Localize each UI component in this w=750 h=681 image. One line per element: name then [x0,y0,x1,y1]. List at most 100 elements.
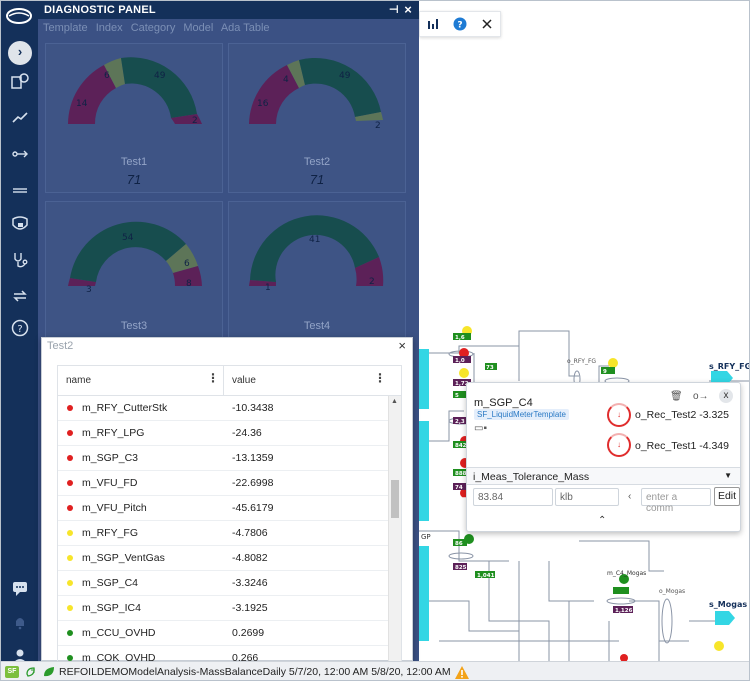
row-name: m_RFY_LPG [82,427,145,439]
gauge-segment-label: 1 [265,283,271,293]
value-tag[interactable]: 1,0 [455,358,465,364]
row-value: -24.36 [232,427,262,439]
tab-model[interactable]: Model [183,22,214,34]
models-settings-icon[interactable] [9,71,31,93]
value-tag[interactable]: 1,041 [477,573,495,579]
value-tag[interactable]: 1,72 [455,381,469,387]
table-row[interactable]: m_RFY_CutterStk -10.3438 [58,396,388,421]
row-value: -10.3438 [232,402,274,414]
gauge-segment-label: 2 [369,277,375,287]
help-circle-icon[interactable]: ? [9,317,31,339]
edit-button[interactable]: Edit [714,487,740,506]
value-tag[interactable]: 2,3 [455,419,465,425]
gauge-segment-label: 41 [309,235,320,245]
warning-icon[interactable] [454,665,469,679]
close-canvas-button[interactable] [478,15,496,33]
row-name: m_SGP_VentGas [82,552,165,564]
table-row[interactable]: m_CCU_OVHD 0.2699 [58,621,388,646]
table-row[interactable]: m_SGP_C3 -13.1359 [58,446,388,471]
tolerance-select[interactable]: i_Meas_Tolerance_Mass ▼ [467,467,740,485]
gauge-segment-label: 2 [192,116,198,126]
value-tag[interactable]: 825 [455,565,467,571]
vertical-scrollbar[interactable]: ▲ [388,396,401,661]
scroll-up-icon[interactable]: ▲ [391,398,398,405]
flow-arrow-icon[interactable] [9,143,31,165]
pin-icon[interactable]: ⊣ [388,4,399,16]
value-tag[interactable]: 5 [455,393,459,399]
status-dot-icon [67,505,73,511]
bar-chart-button[interactable] [424,15,442,33]
tab-index[interactable]: Index [95,22,123,34]
chevron-left-icon[interactable]: ‹ [628,491,632,502]
expand-nav-button[interactable]: › [8,41,32,65]
monitor-icon[interactable]: ▭▪ [474,423,487,434]
table-row[interactable]: m_VFU_FD -22.6998 [58,471,388,496]
connector-icon[interactable] [9,179,31,201]
trend-icon[interactable] [9,107,31,129]
column-menu-icon[interactable]: ⋮ [207,371,219,385]
link-icon[interactable]: o→ [693,391,709,402]
flow-diagram-canvas[interactable]: o_RFY_FG s_RFY_FG m_C4_Mogas o_Mogas s_Mogas… [419,1,749,662]
column-header-value[interactable]: value [232,375,256,386]
gauge-segment-label: 2 [375,121,381,131]
tab-ada-table[interactable]: Ada Table [220,22,270,34]
stethoscope-icon[interactable] [9,249,31,271]
gauge-card[interactable]: 1 41 2 Test4 [228,201,406,351]
gauge-card[interactable]: 3 54 6 8 Test3 [45,201,223,351]
value-tag[interactable]: 888 [455,471,467,477]
value-tag[interactable]: 1,126 [615,608,633,614]
column-header-name[interactable]: name [66,375,92,386]
help-button[interactable]: ? [451,15,469,33]
value-tag[interactable]: 1,6 [455,335,465,341]
gauge-segment-label: 6 [104,71,110,81]
diagram-label: o_Mogas [659,588,685,595]
table-row[interactable]: m_RFY_FG -4.7806 [58,521,388,546]
left-nav: › ? [1,1,38,663]
value-tag[interactable]: 74 [455,485,463,491]
table-row[interactable]: m_COK_OVHD 0.266 [58,646,388,661]
row-name: m_VFU_Pitch [82,502,147,514]
row-name: m_CCU_OVHD [82,627,156,639]
table-row[interactable]: m_SGP_VentGas -4.8082 [58,546,388,571]
tab-template[interactable]: Template [43,22,88,34]
gauge-name: Test4 [303,320,331,332]
comment-input[interactable]: enter a comm [641,488,711,514]
unit-field[interactable]: klb [555,488,619,506]
status-dot-icon [67,580,73,586]
chevron-up-icon[interactable]: ⌃ [598,515,607,526]
value-tag[interactable]: 9 [603,369,607,375]
value-tag[interactable]: 73 [486,365,494,371]
chat-icon[interactable] [9,577,31,599]
swap-icon[interactable] [9,285,31,307]
table-row[interactable]: m_RFY_LPG -24.36 [58,421,388,446]
refresh-leaf-icon[interactable] [25,666,37,678]
column-resizer[interactable] [223,366,224,396]
status-dot-icon [67,455,73,461]
gauge-card[interactable]: 14 6 49 2 Test1 71 [45,43,223,193]
close-panel-icon[interactable]: × [404,2,412,17]
value-tag[interactable]: 86 [455,541,463,547]
bell-icon[interactable] [9,611,31,633]
value-tag[interactable]: 842 [455,443,467,449]
tab-category[interactable]: Category [130,22,176,34]
column-menu-icon[interactable]: ⋮ [374,371,386,385]
row-name: m_SGP_IC4 [82,602,141,614]
scroll-thumb[interactable] [391,480,399,518]
close-popup-icon[interactable]: x [719,389,733,403]
tolerance-value-field[interactable]: 83.84 [473,488,553,506]
row-value: -22.6998 [232,477,274,489]
gauge-card[interactable]: 16 4 49 2 Test2 71 [228,43,406,193]
gauge-segment-label: 6 [184,259,190,269]
table-row[interactable]: m_SGP_IC4 -3.1925 [58,596,388,621]
table-row[interactable]: m_SGP_C4 -3.3246 [58,571,388,596]
trash-icon[interactable]: 🗑 [670,391,683,402]
shield-lock-icon[interactable] [9,213,31,235]
tolerance-select-value: i_Meas_Tolerance_Mass [473,471,590,483]
row-name: m_SGP_C4 [82,577,139,589]
table-row[interactable]: m_VFU_Pitch -45.6179 [58,496,388,521]
value-tag[interactable]: 568 [455,497,467,503]
row-name: m_RFY_CutterStk [82,402,168,414]
rec-test1-indicator: ↓ [607,433,631,457]
close-dialog-icon[interactable]: × [398,338,406,353]
